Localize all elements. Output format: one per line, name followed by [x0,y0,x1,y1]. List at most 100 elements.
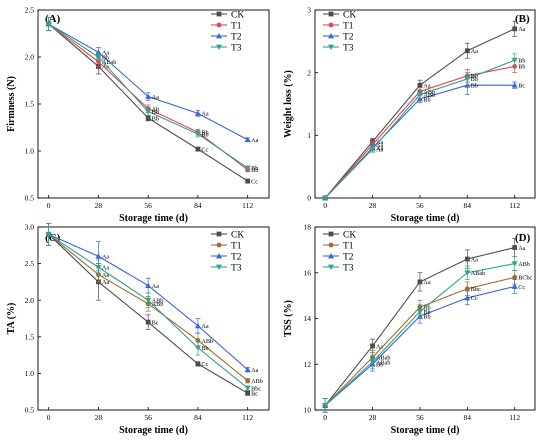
legend-marker [216,253,222,259]
y-tick-label: 1.0 [25,369,35,378]
data-label: Bbc [251,385,261,392]
y-tick-label: 1 [307,131,311,140]
legend-label: T2 [231,252,242,262]
legend-marker [328,231,334,237]
x-tick-label: 0 [323,201,327,210]
data-label: Bb [471,83,478,90]
legend-label: CK [231,230,244,240]
legend-marker [216,231,222,237]
x-tick-label: 84 [194,201,202,210]
legend-marker [216,242,222,248]
data-point [464,48,470,54]
legend-marker [328,264,334,270]
data-point [416,309,423,315]
legend-marker [216,264,222,270]
data-label: ABb [152,298,164,305]
y-tick-label: 10 [304,406,312,415]
legend-label: T3 [343,263,354,273]
data-label: Aa [518,26,525,33]
data-point [244,136,251,143]
data-point [45,21,52,28]
legend-label: T1 [343,21,354,31]
data-point [369,146,376,153]
legend-marker [328,253,334,259]
legend-label: T3 [343,43,354,53]
data-label: ABb [201,338,213,345]
data-point [464,256,470,262]
data-point [369,359,376,365]
data-label: Aa [251,137,258,144]
data-point [322,195,329,201]
data-point [194,131,201,138]
data-label: Aa [102,64,109,71]
data-label: Aa [201,323,208,330]
x-axis-title: Storage time (d) [391,213,460,224]
data-point [95,264,102,271]
x-tick-label: 28 [95,201,103,210]
y-tick-label: 14 [304,314,312,323]
legend-marker [328,11,334,17]
legend-label: T1 [343,241,354,251]
y-tick-label: 0.5 [25,194,35,203]
data-label: Bc [251,390,258,397]
data-point [417,279,423,285]
y-tick-label: 3.0 [25,223,35,232]
data-point [194,110,201,116]
legend-marker [328,33,334,39]
x-axis-title: Storage time (d) [119,425,188,436]
data-label: Aa [518,245,525,252]
y-tick-label: 2 [307,68,311,77]
data-label: ABb [152,301,164,308]
data-point [322,403,329,409]
data-label: Bb [376,362,383,369]
data-point [464,270,471,276]
chart-panel-3: 0 28 56 84 112 0.5 1.0 1.5 2.0 2.5 3.0 Storage time… [6,222,270,436]
data-label: Cc [251,178,258,185]
data-label: Aa [152,283,159,290]
data-label: Cc [201,361,208,368]
legend-label: T2 [343,252,354,262]
data-label: Aa [471,256,478,263]
data-label: Aa [102,272,109,279]
y-tick-label: 0 [307,194,311,203]
series-line-T2 [48,23,248,141]
data-label: Bb [152,115,159,122]
data-label: Aa [102,50,109,57]
data-label: Aa [376,142,383,149]
x-axis-title: Storage time (d) [391,425,460,436]
data-point [145,319,151,325]
data-label: Bbc [471,286,481,293]
y-axis-title: Weight loss (%) [283,70,294,138]
y-tick-label: 2.5 [25,6,35,15]
data-label: Bb [423,309,430,316]
y-tick-label: 0.5 [25,406,35,415]
legend-marker [328,44,334,50]
data-label: Bb [423,304,430,311]
x-axis-title: Storage time (d) [119,213,188,224]
legend-label: T3 [231,43,242,53]
series-CK: Aa Bb Cc Cc [46,17,258,185]
y-axis-title: Firmness (N) [6,76,17,132]
x-tick-label: 84 [194,413,202,422]
x-tick-label: 112 [242,413,253,422]
x-tick-label: 84 [464,201,472,210]
data-point [145,109,152,115]
data-label: Bb [201,131,208,138]
data-label: Bb [251,167,258,174]
data-label: ABb [518,261,530,268]
series-line-CK [324,28,515,199]
data-label: ABb [251,378,263,385]
data-label: Bb [201,345,208,352]
data-label: Aa [376,145,383,152]
x-tick-label: 56 [416,201,424,210]
legend-label: CK [343,230,356,240]
legend-label: T1 [231,21,242,31]
data-label: Cc [201,146,208,153]
